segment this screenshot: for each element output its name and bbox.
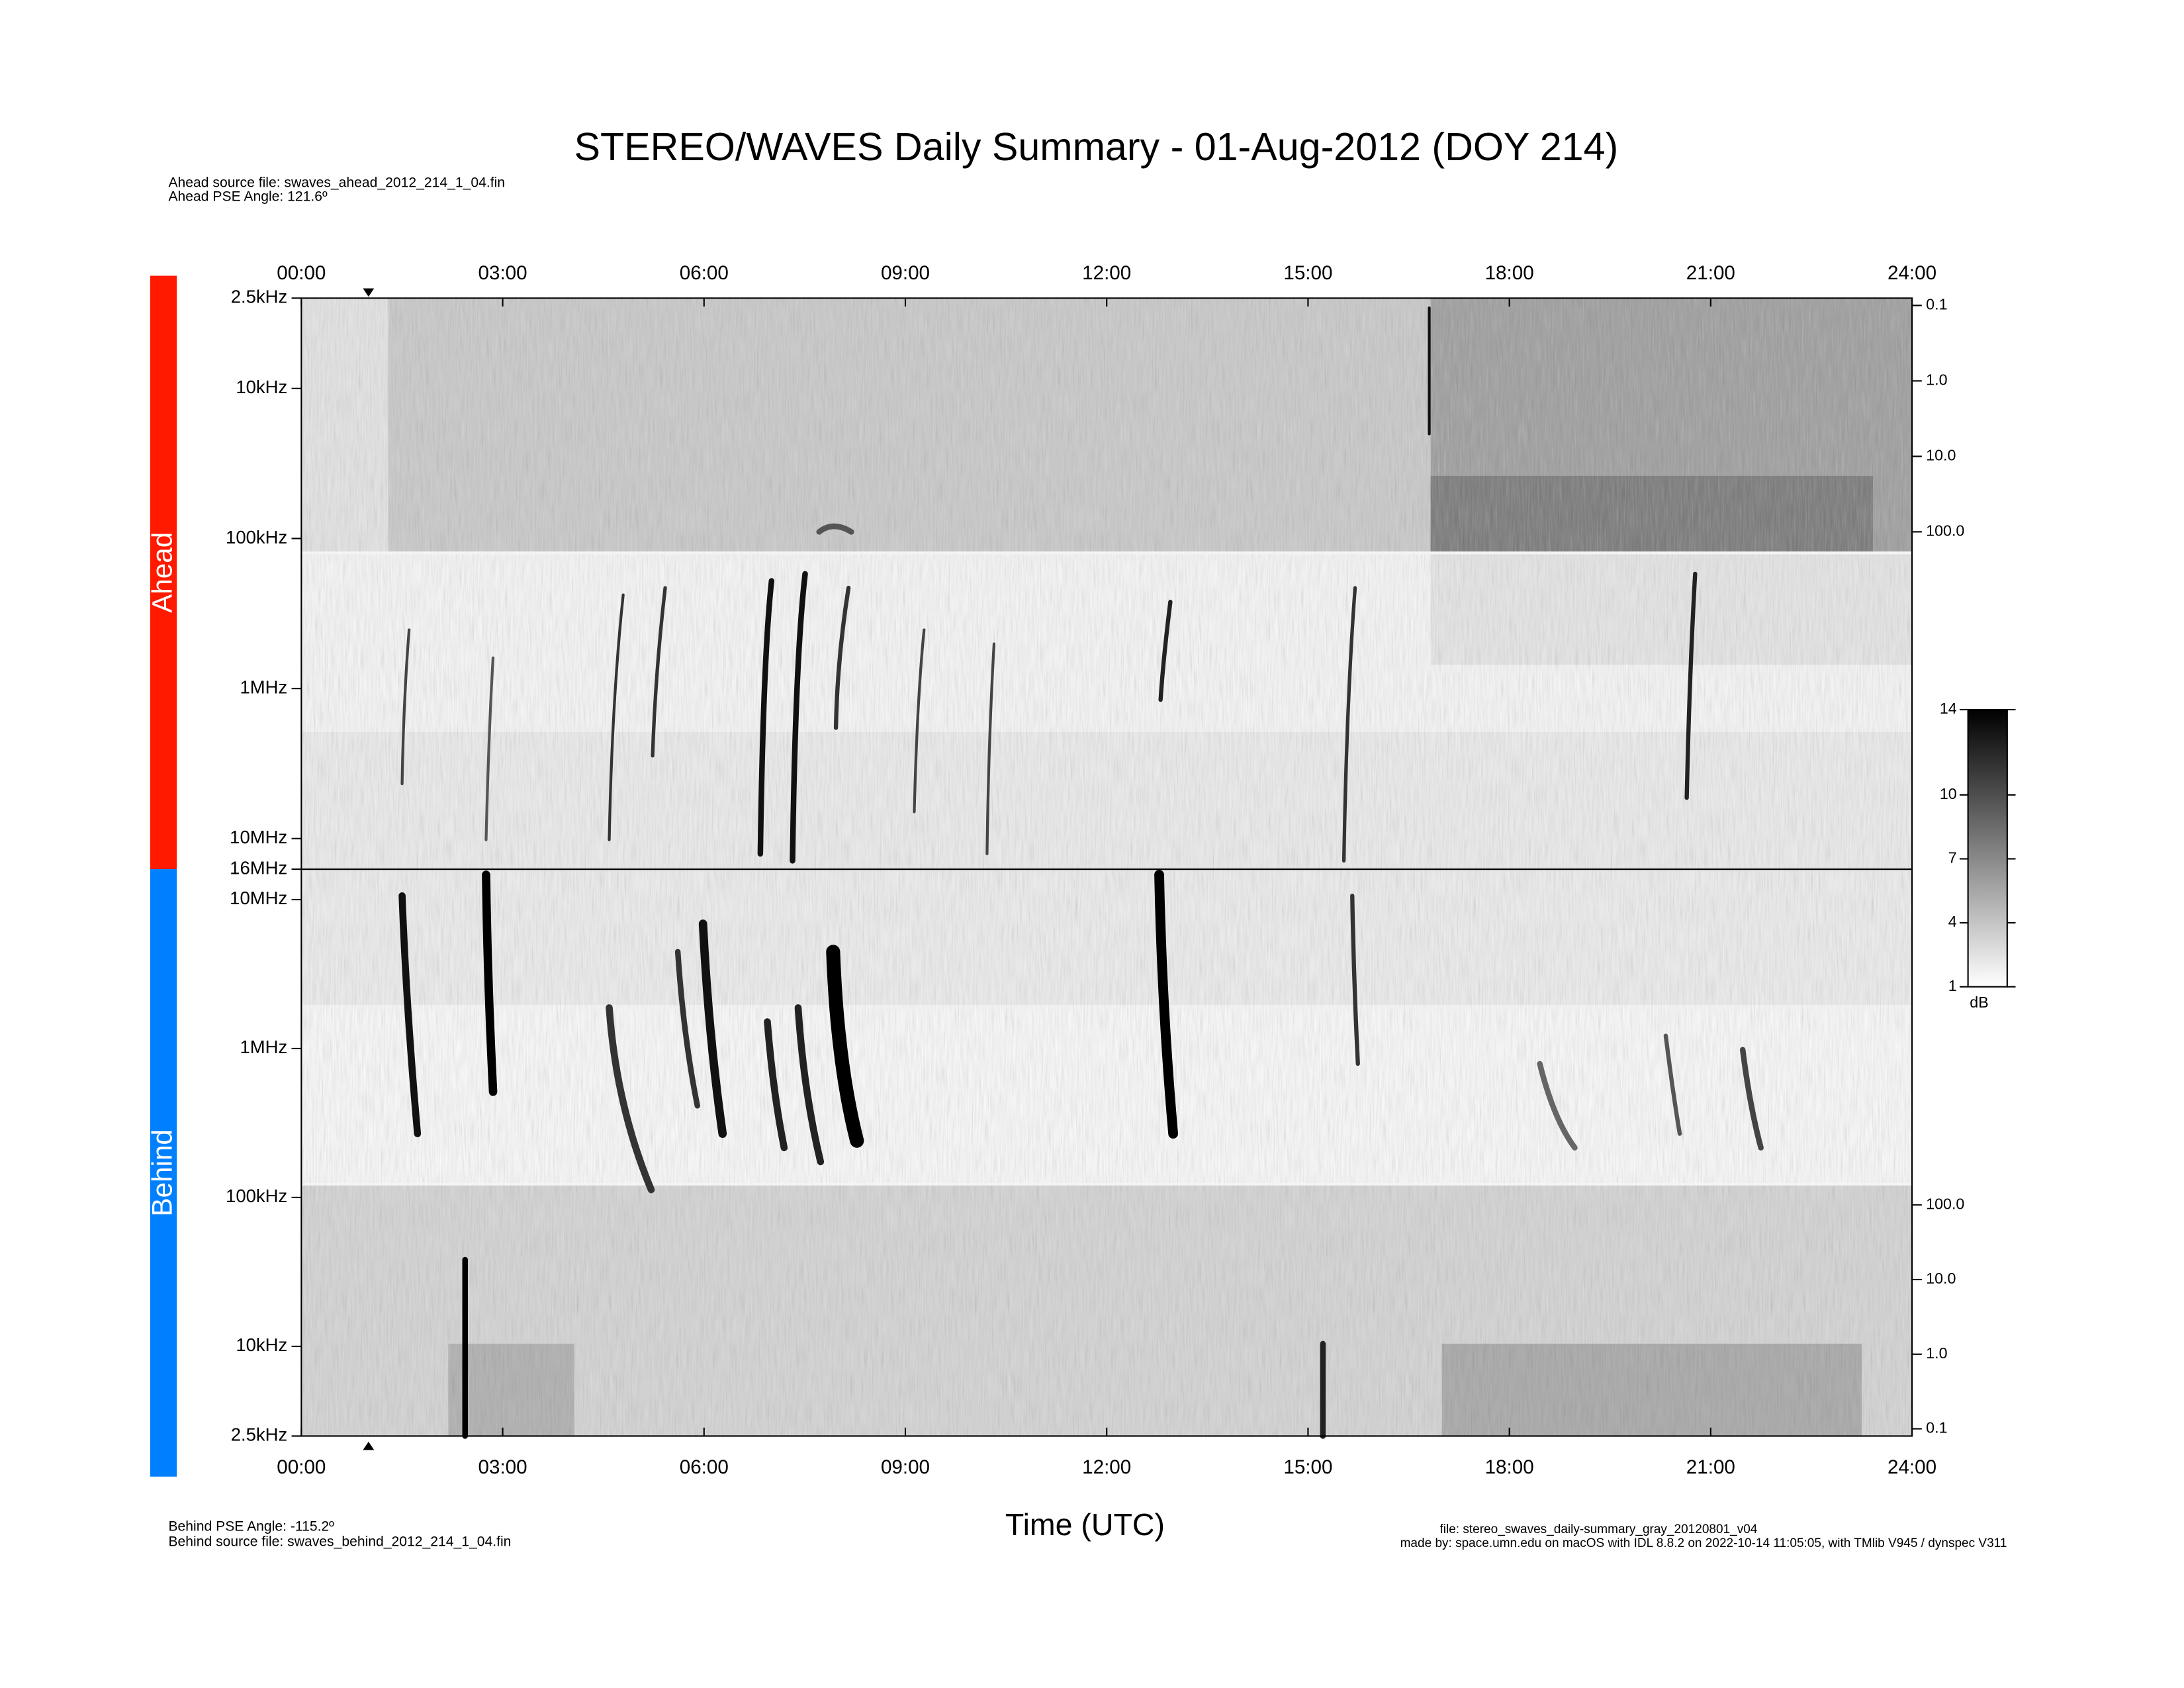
side-bar <box>150 869 177 1477</box>
side-bar-label: Behind <box>146 1129 177 1217</box>
y-tick-label: 100kHz <box>226 1186 287 1206</box>
y2-tick-label: 10.0 <box>1926 1270 1956 1287</box>
x-tick-label: 09:00 <box>881 262 930 284</box>
x-tick-label: 21:00 <box>1686 262 1735 284</box>
side-bar <box>150 275 177 870</box>
x-tick-label: 18:00 <box>1485 1456 1534 1478</box>
y-tick-label: 1MHz <box>240 1037 287 1057</box>
x-tick-label: 06:00 <box>680 1456 729 1478</box>
spectrogram-background <box>301 298 1913 1439</box>
y2-tick-label: 0.1 <box>1926 1419 1947 1436</box>
colorbar-tick-label: 14 <box>1940 700 1957 717</box>
y2-tick-label: 10.0 <box>1926 447 1956 464</box>
x-tick-label: 24:00 <box>1888 1456 1936 1478</box>
y2-tick-label: 100.0 <box>1926 522 1964 539</box>
x-tick-label: 12:00 <box>1082 1456 1131 1478</box>
colorbar-tick-label: 4 <box>1948 913 1957 930</box>
x-tick-label: 00:00 <box>277 262 326 284</box>
x-tick-label: 18:00 <box>1485 262 1534 284</box>
y-tick-label: 10MHz <box>230 827 287 847</box>
y-tick-label: 2.5kHz <box>231 287 288 307</box>
y-tick-label: 16MHz <box>230 857 287 878</box>
x-axis-title: Time (UTC) <box>1005 1507 1165 1542</box>
y-tick-label: 1MHz <box>240 677 287 697</box>
side-bar-label: Ahead <box>146 532 177 613</box>
x-tick-label: 21:00 <box>1686 1456 1735 1478</box>
colorbar-tick-label: 7 <box>1948 849 1957 867</box>
y-tick-label: 10kHz <box>236 377 287 397</box>
x-tick-label: 03:00 <box>478 262 527 284</box>
x-tick-label: 12:00 <box>1082 262 1131 284</box>
colorbar-tick-label: 10 <box>1940 785 1957 802</box>
colorbar <box>1967 708 2008 988</box>
time-marker <box>363 1441 375 1450</box>
y-tick-label: 10kHz <box>236 1335 287 1355</box>
y-tick-label: 2.5kHz <box>231 1425 288 1445</box>
ahead-source: Ahead source file: swaves_ahead_2012_214… <box>168 175 505 191</box>
x-tick-label: 03:00 <box>478 1456 527 1478</box>
x-tick-label: 24:00 <box>1888 262 1936 284</box>
ahead-angle: Ahead PSE Angle: 121.6º <box>168 189 328 205</box>
made-by-note: made by: space.umn.edu on macOS with IDL… <box>1400 1536 2007 1550</box>
y-tick-label: 100kHz <box>226 527 287 547</box>
chart-title: STEREO/WAVES Daily Summary - 01-Aug-2012… <box>574 124 1618 169</box>
y2-tick-label: 0.1 <box>1926 296 1947 313</box>
x-tick-label: 15:00 <box>1283 1456 1332 1478</box>
x-tick-label: 06:00 <box>680 262 729 284</box>
behind-angle: Behind PSE Angle: -115.2º <box>168 1519 334 1534</box>
x-tick-label: 15:00 <box>1283 262 1332 284</box>
time-marker <box>363 288 375 297</box>
y2-tick-label: 1.0 <box>1926 371 1947 389</box>
behind-source: Behind source file: swaves_behind_2012_2… <box>168 1534 511 1550</box>
x-tick-label: 00:00 <box>277 1456 326 1478</box>
y2-tick-label: 100.0 <box>1926 1195 1964 1212</box>
y-tick-label: 10MHz <box>230 888 287 908</box>
colorbar-label: dB <box>1970 994 1988 1011</box>
x-tick-label: 09:00 <box>881 1456 930 1478</box>
colorbar-tick-label: 1 <box>1948 977 1957 994</box>
y2-tick-label: 1.0 <box>1926 1344 1947 1362</box>
file-note: file: stereo_swaves_daily-summary_gray_2… <box>1439 1523 1757 1536</box>
